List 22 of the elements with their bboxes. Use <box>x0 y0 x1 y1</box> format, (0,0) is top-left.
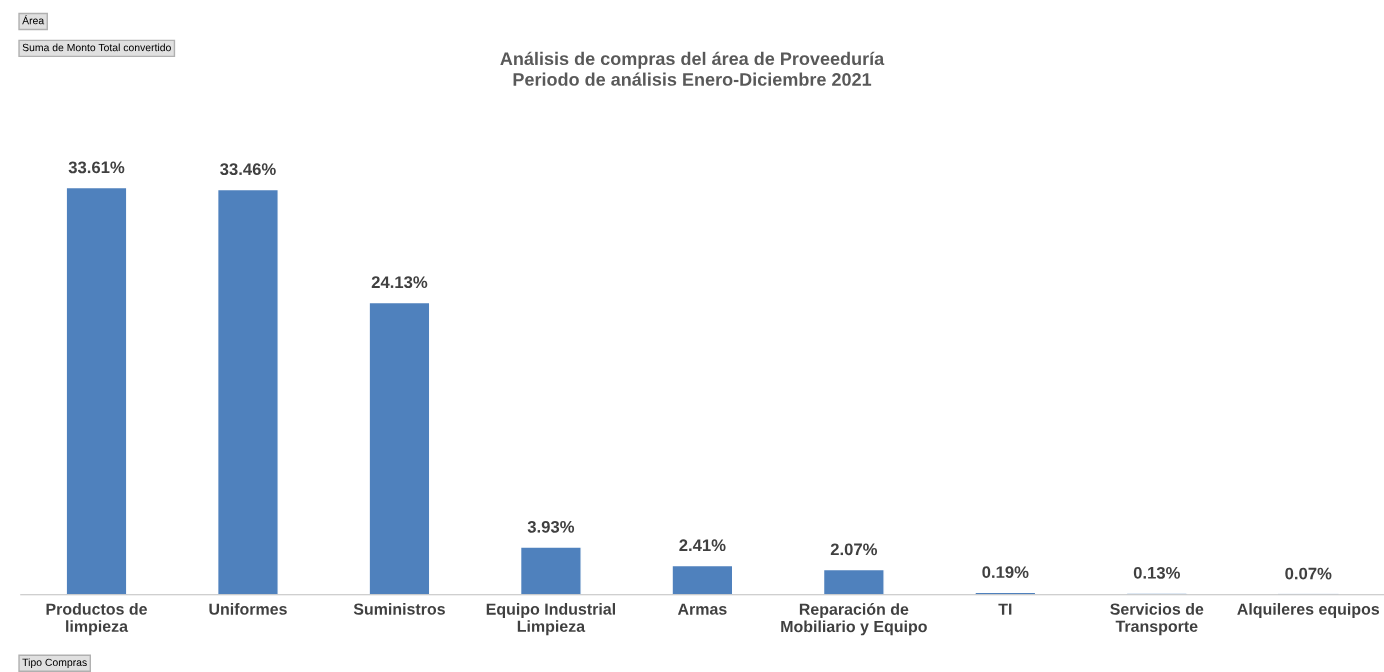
text: Tipo Compras <box>22 658 87 669</box>
data-label: 2.41% <box>679 539 726 552</box>
x-tick-label: Uniformes <box>209 603 287 615</box>
x-tick-label: Servicios de Transporte <box>1110 603 1204 636</box>
x-tick-label: Reparación de Mobiliario y Equipo <box>781 603 927 636</box>
x-tick-label: TI <box>998 603 1012 615</box>
chart-title: Análisis de compras del área de Proveeduría Periodo de análisis Enero-Diciembre 2021 <box>500 51 885 86</box>
data-label: 0.13% <box>1133 566 1180 579</box>
x-tick-label: Alquileres equipos <box>1237 603 1380 618</box>
x-tick-label: Armas <box>677 603 727 615</box>
x-tick-label: Productos de limpieza <box>46 603 147 636</box>
data-label: 33.61% <box>68 161 125 174</box>
data-label: 3.93% <box>527 520 575 533</box>
data-label: 0.07% <box>1285 567 1332 580</box>
data-label: 24.13% <box>371 276 428 289</box>
x-tick-label: Equipo Industrial Limpieza <box>486 603 615 636</box>
text: Suma de Monto Total convertido <box>22 43 171 52</box>
data-label: 0.19% <box>982 566 1029 579</box>
data-label: 2.07% <box>830 543 878 556</box>
x-tick-label: Suministros <box>353 603 445 615</box>
text: Área <box>22 15 45 25</box>
data-label: 33.46% <box>220 163 276 176</box>
